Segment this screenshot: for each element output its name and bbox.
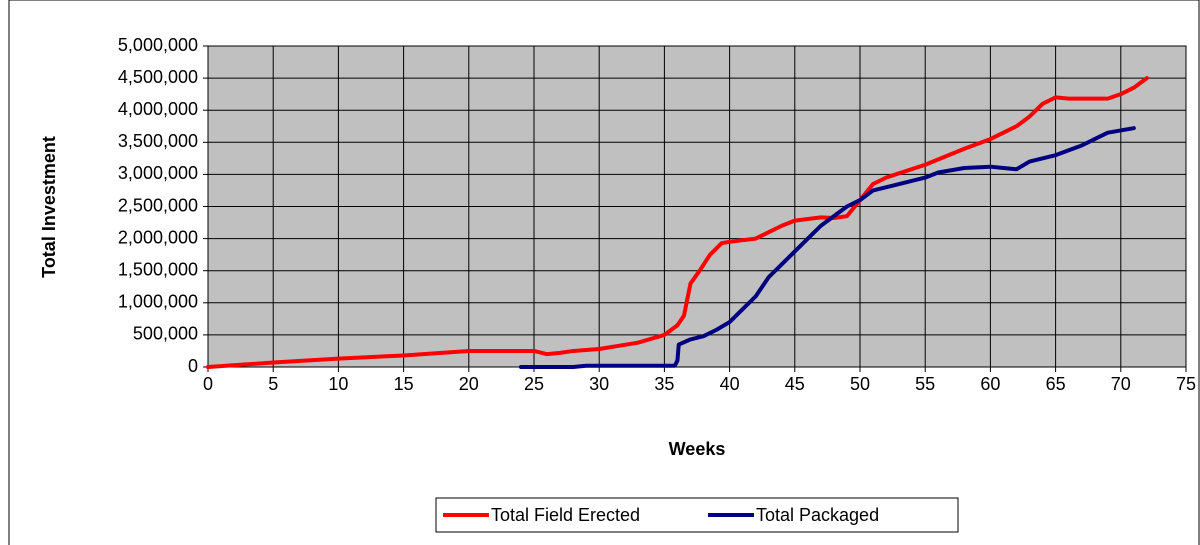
y-tick-label: 1,000,000 <box>118 292 198 312</box>
x-tick-label: 10 <box>328 374 348 394</box>
y-tick-label: 2,000,000 <box>118 227 198 247</box>
x-tick-label: 5 <box>268 374 278 394</box>
x-tick-label: 15 <box>394 374 414 394</box>
series-line <box>206 76 1149 369</box>
legend-label: Total Field Erected <box>491 505 640 525</box>
y-tick-label: 4,000,000 <box>118 99 198 119</box>
x-tick-label: 40 <box>720 374 740 394</box>
y-tick-label: 500,000 <box>133 324 198 344</box>
plot-border <box>207 45 1187 368</box>
x-tick-label: 45 <box>785 374 805 394</box>
legend <box>435 497 959 533</box>
x-tick-label: 70 <box>1111 374 1131 394</box>
x-axis-label: Weeks <box>669 439 726 459</box>
y-tick-label: 1,500,000 <box>118 259 198 279</box>
legend-label: Total Packaged <box>756 505 879 525</box>
x-tick-label: 35 <box>654 374 674 394</box>
x-tick-label: 60 <box>980 374 1000 394</box>
x-tick-label: 65 <box>1046 374 1066 394</box>
x-tick-label: 50 <box>850 374 870 394</box>
x-tick-label: 55 <box>915 374 935 394</box>
x-tick-label: 20 <box>459 374 479 394</box>
x-tick-label: 25 <box>524 374 544 394</box>
y-tick-label: 5,000,000 <box>118 35 198 55</box>
y-tick-label: 3,000,000 <box>118 163 198 183</box>
series-line <box>518 126 1136 369</box>
x-tick-label: 30 <box>589 374 609 394</box>
y-tick-label: 0 <box>188 356 198 376</box>
y-axis-label: Total Investment <box>39 136 59 278</box>
y-tick-label: 2,500,000 <box>118 195 198 215</box>
x-tick-label: 0 <box>203 374 213 394</box>
x-tick-label: 75 <box>1176 374 1196 394</box>
y-tick-label: 3,500,000 <box>118 131 198 151</box>
y-tick-label: 4,500,000 <box>118 67 198 87</box>
